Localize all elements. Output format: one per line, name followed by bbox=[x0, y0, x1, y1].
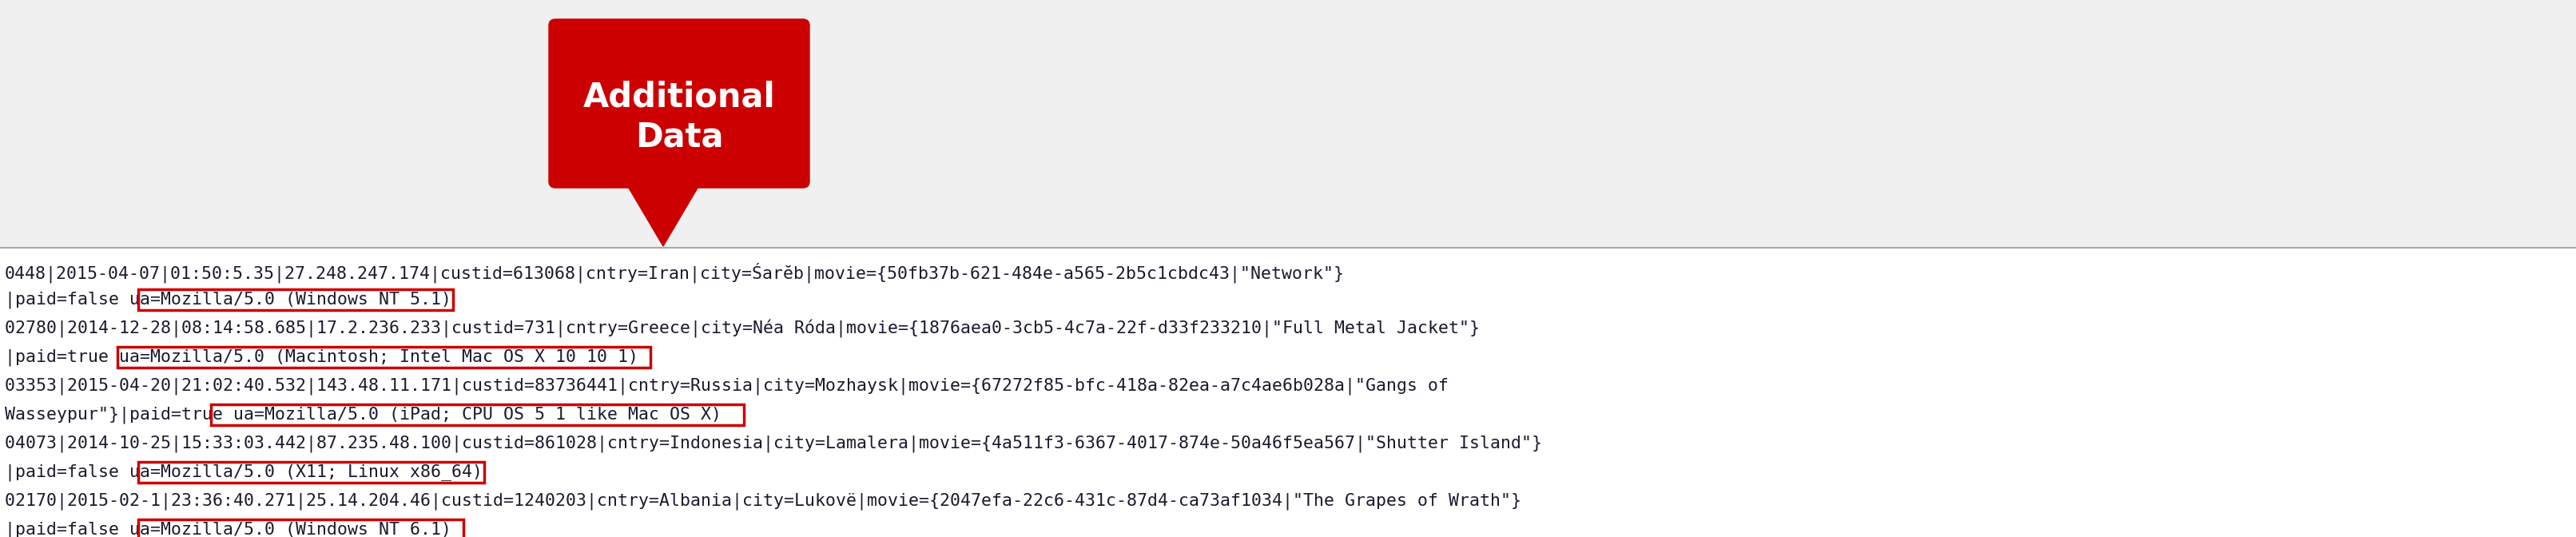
Text: |paid=true ua=Mozilla/5.0 (Macintosh; Intel Mac OS X 10 10 1): |paid=true ua=Mozilla/5.0 (Macintosh; In… bbox=[5, 349, 639, 366]
Text: |paid=false ua=Mozilla/5.0 (Windows NT 6.1): |paid=false ua=Mozilla/5.0 (Windows NT 6… bbox=[5, 521, 451, 537]
Text: Wasseypur"}|paid=true ua=Mozilla/5.0 (iPad; CPU OS 5 1 like Mac OS X): Wasseypur"}|paid=true ua=Mozilla/5.0 (iP… bbox=[5, 406, 721, 423]
Text: 04073|2014-10-25|15:33:03.442|87.235.48.100|custid=861028|cntry=Indonesia|city=L: 04073|2014-10-25|15:33:03.442|87.235.48.… bbox=[5, 435, 1543, 452]
Text: 03353|2015-04-20|21:02:40.532|143.48.11.171|custid=83736441|cntry=Russia|city=Mo: 03353|2015-04-20|21:02:40.532|143.48.11.… bbox=[5, 377, 1448, 394]
Text: 0448|2015-04-07|01:50:5.35|27.248.247.174|custid=613068|cntry=Iran|city=Śarĕb|mo: 0448|2015-04-07|01:50:5.35|27.248.247.17… bbox=[5, 262, 1345, 282]
Text: |paid=false ua=Mozilla/5.0 (X11; Linux x86_64): |paid=false ua=Mozilla/5.0 (X11; Linux x… bbox=[5, 463, 482, 481]
Text: 02170|2015-02-1|23:36:40.271|25.14.204.46|custid=1240203|cntry=Albania|city=Luko: 02170|2015-02-1|23:36:40.271|25.14.204.4… bbox=[5, 492, 1522, 510]
Text: Additional: Additional bbox=[582, 81, 775, 114]
FancyBboxPatch shape bbox=[549, 19, 809, 188]
Bar bbox=[0, 0, 2576, 248]
Text: |paid=false ua=Mozilla/5.0 (Windows NT 5.1): |paid=false ua=Mozilla/5.0 (Windows NT 5… bbox=[5, 291, 451, 308]
Polygon shape bbox=[618, 172, 708, 246]
Text: 02780|2014-12-28|08:14:58.685|17.2.236.233|custid=731|cntry=Greece|city=Néa Róda: 02780|2014-12-28|08:14:58.685|17.2.236.2… bbox=[5, 320, 1479, 338]
Text: Data: Data bbox=[636, 120, 724, 154]
